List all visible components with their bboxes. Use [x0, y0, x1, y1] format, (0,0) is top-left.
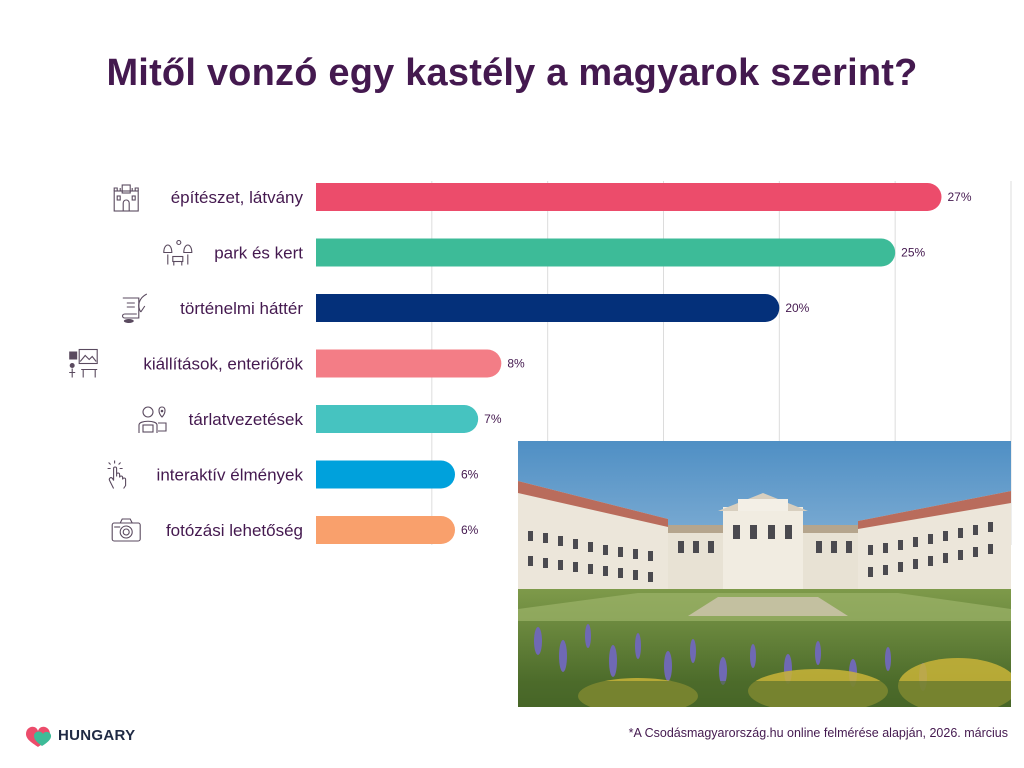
bar [316, 405, 479, 434]
castle-photo [518, 441, 1011, 707]
value-label: 27% [948, 190, 972, 204]
bar [316, 460, 455, 489]
value-label: 6% [461, 523, 479, 537]
value-label: 6% [461, 468, 479, 482]
scroll-quill-icon [122, 293, 148, 323]
category-icons [69, 184, 193, 542]
bar [316, 238, 896, 267]
bar [316, 183, 942, 211]
bars [316, 183, 942, 544]
value-label: 8% [507, 357, 525, 371]
category-label: építészet, látvány [171, 188, 304, 207]
park-bench-icon [163, 239, 193, 266]
value-label: 20% [785, 301, 809, 315]
hungary-heart-logo-icon [26, 726, 52, 747]
guide-icon [138, 406, 167, 433]
hungary-logo: HUNGARY [22, 722, 135, 748]
value-label: 25% [901, 246, 925, 260]
category-label: interaktív élmények [157, 466, 304, 485]
value-label: 7% [484, 412, 502, 426]
value-labels: 27% 25% 20% 8% 7% 6% 6% [461, 190, 972, 537]
logo-text: HUNGARY [58, 726, 136, 744]
gallery-icon [69, 348, 98, 378]
chart-title: Mitől vonzó egy kastély a magyarok szeri… [106, 52, 918, 94]
category-label: tárlatvezetések [189, 410, 304, 429]
tap-hand-icon [107, 460, 127, 489]
bar [316, 294, 780, 322]
category-label: történelmi háttér [180, 299, 303, 318]
camera-icon [111, 518, 141, 542]
category-label: fotózási lehetőség [166, 521, 303, 540]
category-labels: építészet, látvány park és kert történelmi… [143, 188, 303, 540]
bar-chart: építészet, látvány park és kert történelmi… [69, 181, 1012, 545]
category-label: kiállítások, enteriőrök [143, 355, 303, 374]
bar [316, 516, 455, 544]
footnote: *A Csodásmagyarország.hu online felmérés… [628, 726, 1008, 740]
castle-icon [113, 184, 139, 212]
bar [316, 349, 502, 378]
category-label: park és kert [214, 244, 303, 263]
